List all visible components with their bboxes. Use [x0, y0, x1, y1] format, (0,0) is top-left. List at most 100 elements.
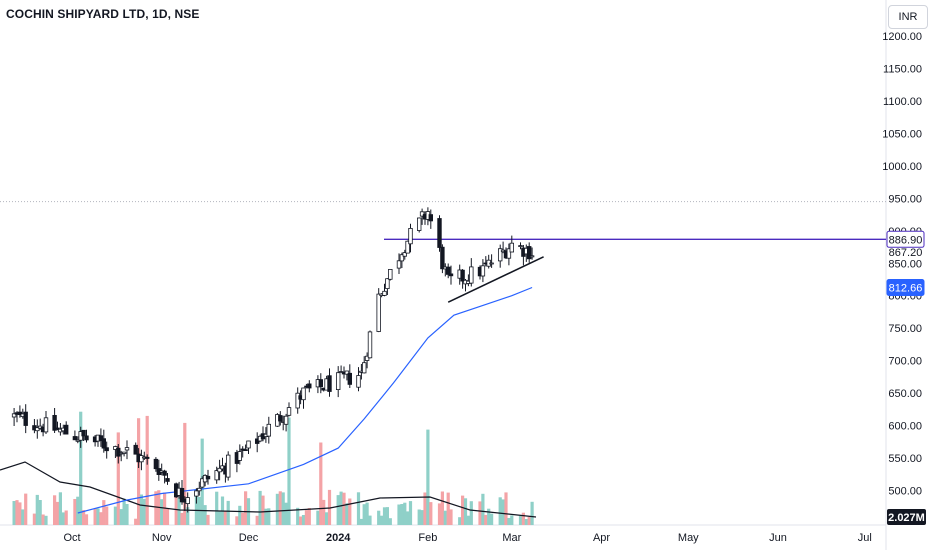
candle: [162, 469, 167, 484]
candle: [205, 469, 211, 485]
volume-bar: [449, 509, 453, 525]
candle-body: [153, 458, 159, 470]
volume-bar: [287, 417, 291, 525]
volume-bar: [154, 491, 158, 525]
candle-body: [347, 372, 352, 385]
candle-body: [81, 429, 86, 437]
candle: [318, 373, 323, 394]
volume-bar: [238, 505, 242, 525]
volume-bar: [365, 502, 369, 525]
candle-body: [243, 449, 248, 452]
volume-bar: [284, 502, 288, 525]
volume-bar: [362, 504, 366, 525]
volume-bar: [484, 514, 488, 525]
volume-bar: [345, 503, 349, 525]
candle: [396, 253, 402, 274]
moving-average-label-bg: [886, 279, 925, 296]
candle-body: [419, 211, 425, 217]
y-tick-label: 1200.00: [882, 31, 922, 43]
y-tick-label: 950.00: [888, 193, 922, 205]
candle-body: [214, 470, 219, 481]
volume-bar: [301, 515, 306, 525]
volume-bar: [264, 508, 268, 525]
volume-bar: [385, 507, 389, 525]
y-tick-label: 650.00: [888, 388, 922, 400]
candle: [194, 488, 199, 504]
candle: [246, 440, 251, 454]
volume-bar: [218, 511, 222, 525]
y-tick-label: 700.00: [888, 356, 922, 368]
volume-bar: [530, 501, 534, 525]
candle-body: [205, 475, 211, 480]
volume-bar: [527, 517, 531, 525]
currency-button[interactable]: INR: [888, 5, 928, 29]
volume-bar: [501, 499, 505, 525]
volume-bar: [437, 503, 442, 525]
candle: [440, 244, 445, 274]
volume-bar: [76, 496, 80, 525]
candle: [52, 408, 57, 433]
candle-body: [399, 254, 405, 262]
candle-body: [364, 355, 370, 361]
candle: [165, 473, 170, 485]
candle-body: [72, 436, 78, 441]
x-tick-label: May: [678, 532, 699, 544]
volume-bar: [478, 501, 482, 525]
candle-body: [35, 427, 40, 432]
volume-bar: [116, 432, 120, 525]
candle: [376, 288, 381, 333]
x-tick-label: Jul: [858, 532, 872, 544]
candle: [278, 411, 283, 426]
volume-bar: [32, 513, 36, 525]
volume-bar: [58, 492, 62, 525]
candle: [197, 481, 202, 496]
trendline[interactable]: [447, 256, 544, 303]
volume-bar: [316, 510, 320, 525]
volume-bar: [24, 493, 28, 525]
candle: [116, 444, 121, 464]
candle-body: [405, 240, 410, 254]
candle: [153, 457, 159, 472]
volume-bar: [458, 517, 462, 525]
candle: [217, 459, 222, 481]
candle: [344, 370, 350, 381]
volume-ma-line: [0, 461, 537, 518]
volume-bar: [99, 512, 103, 525]
candle: [101, 429, 106, 453]
volume-bar: [440, 491, 444, 525]
candle: [295, 387, 300, 414]
y-tick-label: 750.00: [888, 323, 922, 335]
candle: [243, 444, 248, 452]
volume-bar: [18, 502, 22, 525]
candle-body: [448, 273, 454, 277]
volume-bar: [12, 501, 16, 525]
candle-body: [356, 375, 361, 388]
candle: [405, 240, 410, 254]
candle-body: [344, 370, 350, 375]
volume-bar: [125, 504, 129, 525]
volume-bar: [507, 518, 511, 525]
volume-bar: [73, 499, 77, 525]
volume-bar: [481, 493, 485, 525]
volume-bar: [139, 494, 143, 525]
volume-bar: [258, 490, 262, 525]
volume-bar: [35, 494, 39, 525]
candle: [301, 387, 306, 409]
candle-body: [278, 415, 283, 422]
candle-body: [376, 293, 381, 332]
volume-bar: [174, 490, 178, 525]
volume-bar: [223, 510, 227, 525]
volume-bar: [122, 498, 126, 525]
moving-average-label: 812.66: [889, 283, 923, 295]
candle-body: [327, 375, 332, 392]
y-tick-label: 850.00: [888, 258, 922, 270]
candle: [199, 476, 205, 489]
candle-body: [469, 266, 474, 284]
volume-bar: [160, 499, 164, 525]
y-tick-label: 1100.00: [883, 96, 922, 108]
candle-body: [23, 411, 28, 426]
candle: [35, 419, 40, 439]
candle-body: [52, 414, 57, 431]
